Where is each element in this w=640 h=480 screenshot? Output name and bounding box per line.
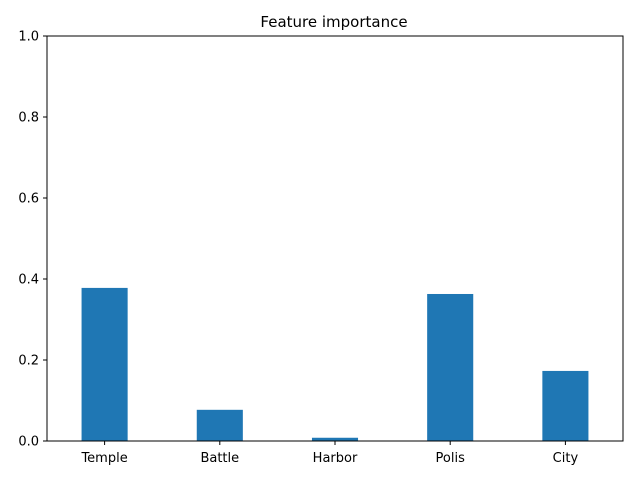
axes-frame: [46, 35, 624, 442]
y-tick-label: 0.8: [18, 111, 39, 126]
y-tick-label: 0.4: [18, 273, 39, 288]
x-tick-label: Harbor: [313, 451, 358, 466]
chart-title: Feature importance: [260, 13, 407, 31]
bar-temple: [81, 287, 128, 441]
bar-city: [542, 370, 589, 441]
x-tick-label: Temple: [80, 451, 127, 466]
x-tick-label: Polis: [436, 451, 466, 466]
bar-harbor: [311, 437, 359, 441]
y-tick-label: 1.0: [18, 30, 39, 45]
x-tick-label: City: [553, 451, 579, 466]
y-tick-label: 0.0: [18, 435, 39, 450]
bar-polis: [427, 293, 474, 441]
y-tick-label: 0.6: [18, 192, 39, 207]
plot-area: 0.0 0.2 0.4 0.6 0.8 1.0 Temple Battle Harbor Poli…: [18, 30, 624, 466]
bar-battle: [196, 409, 243, 441]
x-tick-label: Battle: [200, 451, 239, 466]
y-tick-label: 0.2: [18, 354, 39, 369]
